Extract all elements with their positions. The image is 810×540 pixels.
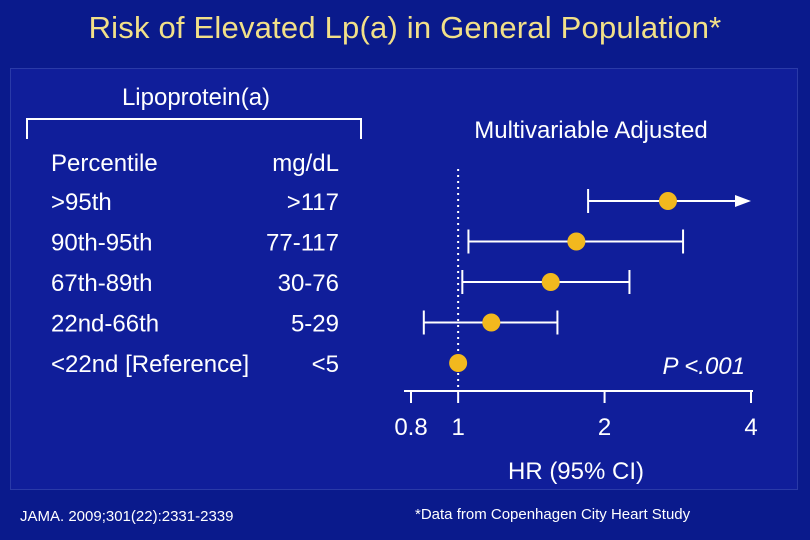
row-percentile-label: 22nd-66th <box>51 311 159 338</box>
ci-arrow <box>735 195 751 207</box>
panel-title: Multivariable Adjusted <box>474 117 707 144</box>
hr-point <box>541 273 560 291</box>
x-axis-label: HR (95% CI) <box>508 458 644 485</box>
row-range-label: <5 <box>312 351 339 378</box>
footnote: *Data from Copenhagen City Heart Study <box>415 506 691 523</box>
row-range-label: 77-117 <box>266 230 339 257</box>
x-tick-label: 4 <box>744 414 757 441</box>
hr-point <box>449 354 468 372</box>
row-percentile-label: <22nd [Reference] <box>51 351 249 378</box>
table-header: Lipoprotein(a) <box>122 84 270 111</box>
hr-point <box>658 192 677 210</box>
row-range-label: >117 <box>287 189 339 216</box>
slide-title: Risk of Elevated Lp(a) in General Popula… <box>88 10 722 45</box>
p-value: P <.001 <box>662 353 745 380</box>
chart-panel: Lipoprotein(a) Percentile mg/dL Multivar… <box>10 68 798 490</box>
row-range-label: 30-76 <box>278 270 339 297</box>
forest-plot: Lipoprotein(a) Percentile mg/dL Multivar… <box>26 84 758 485</box>
row-percentile-label: 90th-95th <box>51 230 152 257</box>
column-header-mgdl: mg/dL <box>272 150 339 177</box>
column-header-percentile: Percentile <box>51 150 158 177</box>
table-header-bracket <box>26 118 362 139</box>
x-tick-label: 0.8 <box>394 414 427 441</box>
x-tick-label: 1 <box>451 414 464 441</box>
row-percentile-label: 67th-89th <box>51 270 152 297</box>
hr-point <box>482 313 501 332</box>
row-percentile-label: >95th <box>51 189 112 216</box>
x-tick-label: 2 <box>598 414 611 441</box>
hr-point <box>567 232 586 251</box>
row-range-label: 5-29 <box>291 311 339 338</box>
citation: JAMA. 2009;301(22):2331-2339 <box>20 508 234 525</box>
